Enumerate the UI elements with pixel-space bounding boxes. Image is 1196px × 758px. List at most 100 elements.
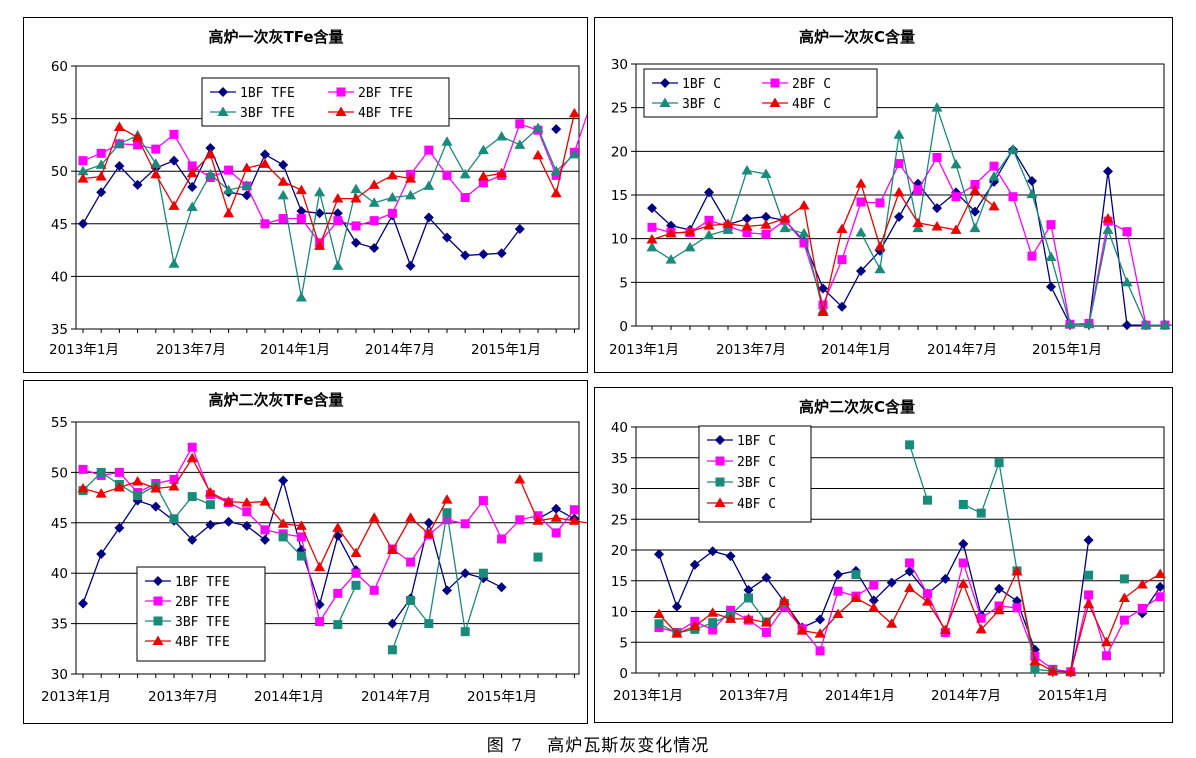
data-point — [332, 193, 344, 203]
y-tick-label: 40 — [51, 269, 68, 285]
data-point — [532, 149, 544, 160]
data-point — [168, 200, 180, 210]
data-point — [1065, 666, 1077, 676]
data-point — [478, 178, 488, 188]
data-point — [743, 584, 754, 595]
data-point — [386, 544, 398, 555]
data-point — [1102, 651, 1111, 661]
data-point — [442, 585, 452, 596]
data-point — [1011, 566, 1023, 576]
legend-label: 1BF TFE — [240, 86, 295, 101]
x-tick-label: 2013年1月 — [613, 688, 683, 704]
data-point — [904, 566, 915, 577]
legend-marker — [217, 106, 229, 116]
figure-caption: 图 7 高炉瓦斯灰变化情况 — [486, 736, 710, 756]
data-point — [96, 148, 106, 158]
data-point — [496, 248, 507, 259]
series-4BF — [77, 452, 587, 572]
data-point — [1140, 319, 1152, 330]
legend-label: 4BF TFE — [358, 106, 413, 121]
data-point — [779, 213, 791, 223]
data-point — [975, 623, 987, 634]
data-point — [350, 193, 362, 203]
data-point — [532, 122, 544, 133]
data-point — [1083, 598, 1095, 609]
data-point — [778, 595, 790, 606]
legend: 1BF TFE 2BF TFE 3BF TFE 4BF TFE — [136, 566, 266, 662]
data-point — [905, 440, 915, 450]
legend-box — [136, 566, 266, 662]
data-point — [187, 534, 198, 545]
data-point — [1012, 603, 1022, 613]
series-3BF — [77, 122, 580, 302]
data-point — [671, 628, 683, 638]
data-point — [874, 263, 886, 274]
legend-label: 3BF TFE — [175, 615, 230, 630]
data-point — [496, 167, 508, 178]
data-point — [150, 501, 161, 512]
data-point — [856, 197, 866, 207]
data-point — [569, 505, 579, 515]
data-point — [950, 158, 962, 169]
data-point — [133, 491, 143, 501]
data-point — [970, 206, 980, 217]
data-point — [837, 255, 847, 265]
legend-label: 4BF C — [737, 497, 776, 512]
data-point — [940, 573, 951, 584]
data-point — [836, 223, 848, 234]
data-point — [332, 522, 344, 532]
data-point — [351, 221, 361, 231]
data-point — [204, 148, 216, 159]
chart-1c: 高炉一次灰C含量 0 5 10 15 20 25 30 2013年1月 2013年7月 2014年… — [609, 28, 1172, 358]
x-tick-label: 2015年1月 — [467, 689, 537, 705]
data-point — [707, 607, 719, 617]
y-tick-label: 60 — [51, 59, 68, 75]
series-3BF — [78, 467, 543, 655]
chart-2c: 高炉二次灰C含量 0 5 10 15 20 25 30 35 40 2013年1月 2013年7月 2… — [611, 398, 1166, 704]
data-point — [496, 130, 508, 141]
data-point — [424, 145, 434, 155]
data-point — [913, 185, 923, 195]
data-point — [708, 618, 718, 628]
data-point — [113, 482, 125, 492]
data-point — [77, 173, 89, 183]
series-line — [908, 444, 929, 501]
data-point — [1121, 276, 1133, 287]
data-point — [514, 473, 526, 484]
legend-label: 4BF TFE — [175, 635, 230, 650]
data-point — [533, 552, 543, 562]
data-point — [78, 598, 88, 609]
data-point — [708, 625, 718, 635]
data-point — [1122, 227, 1132, 237]
x-tick-label: 2013年7月 — [148, 689, 218, 705]
data-point — [114, 467, 124, 477]
data-point — [671, 601, 682, 612]
data-point — [133, 140, 143, 150]
data-point — [742, 213, 752, 224]
data-point — [333, 588, 343, 598]
data-point — [314, 186, 326, 197]
series-line — [337, 585, 357, 625]
y-tick-label: 35 — [611, 451, 628, 467]
data-point — [568, 148, 580, 159]
y-tick-label: 10 — [611, 232, 628, 248]
data-point — [1007, 144, 1019, 154]
data-point — [241, 180, 253, 190]
y-tick-label: 40 — [51, 566, 68, 582]
y-tick-label: 50 — [51, 164, 68, 180]
data-point — [478, 568, 488, 578]
data-point — [969, 222, 981, 233]
data-point — [989, 161, 999, 171]
chart-panel-3: 高炉二次灰TFe含量 30 35 40 45 50 55 2013年1月 2013年7月 201… — [23, 380, 588, 724]
data-point — [332, 530, 343, 541]
data-point — [1155, 592, 1165, 602]
y-tick-label: 40 — [611, 420, 628, 436]
series-line — [860, 107, 1172, 326]
data-point — [951, 192, 961, 202]
data-point — [369, 585, 379, 595]
data-point — [113, 121, 125, 132]
data-point — [922, 596, 933, 606]
data-point — [855, 178, 867, 188]
data-point — [1046, 220, 1056, 230]
data-point — [904, 582, 916, 593]
